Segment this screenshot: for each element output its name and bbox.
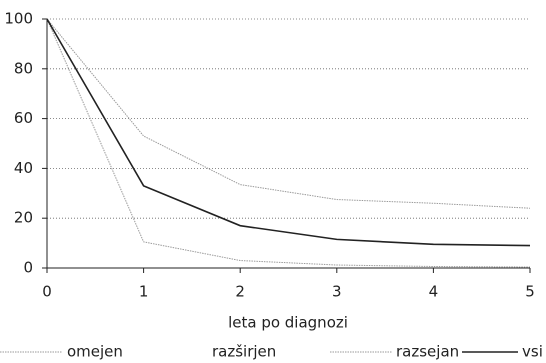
series-line (46, 18, 531, 209)
legend-label: razširjen (212, 343, 276, 361)
y-tick-label: 80 (14, 59, 33, 77)
x-tick-label: 5 (525, 283, 535, 301)
y-tick-label: 40 (14, 159, 33, 177)
x-axis-label: leta po diagnozi (228, 314, 348, 332)
y-tick-label: 0 (23, 259, 33, 277)
x-tick-label: 0 (42, 283, 52, 301)
x-tick-label: 1 (139, 283, 149, 301)
legend-label: razsejan (396, 343, 459, 361)
legend-label: vsi (522, 343, 543, 361)
x-tick-label: 4 (429, 283, 439, 301)
x-tick-label: 2 (235, 283, 245, 301)
series-line (46, 18, 531, 268)
y-tick-label: 20 (14, 209, 33, 227)
y-tick-label: 100 (4, 10, 33, 28)
legend-label: omejen (67, 343, 123, 361)
y-tick-label: 60 (14, 109, 33, 127)
series-line (46, 18, 531, 247)
x-tick-label: 3 (332, 283, 342, 301)
